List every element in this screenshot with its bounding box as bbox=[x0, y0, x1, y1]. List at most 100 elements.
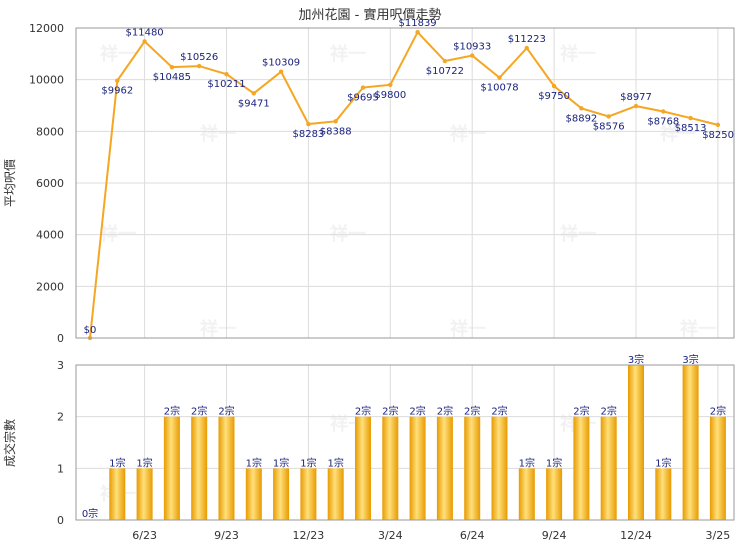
price-point bbox=[360, 85, 366, 90]
price-y-axis-label: 平均呎價 bbox=[3, 159, 17, 207]
price-point bbox=[278, 69, 284, 74]
price-point bbox=[251, 91, 256, 96]
volume-bar-label: 2宗 bbox=[191, 405, 207, 418]
volume-bar bbox=[436, 416, 453, 520]
watermark-text: 祥一 bbox=[560, 43, 596, 65]
price-point bbox=[415, 29, 420, 35]
volume-bar-label: 2宗 bbox=[437, 405, 453, 418]
x-tick-label: 9/24 bbox=[542, 529, 567, 542]
volume-bar-label: 1宗 bbox=[273, 456, 289, 469]
price-y-tick-label: 8000 bbox=[36, 125, 64, 138]
watermark-text: 祥一 bbox=[100, 43, 136, 65]
x-tick-label: 3/25 bbox=[706, 529, 731, 542]
volume-bar bbox=[491, 416, 508, 520]
price-point-label: $9962 bbox=[101, 86, 133, 97]
volume-bar bbox=[163, 416, 180, 520]
volume-bar-label: 0宗 bbox=[82, 507, 98, 520]
volume-bar bbox=[245, 468, 262, 520]
volume-y-axis-label: 成交宗數 bbox=[2, 419, 17, 467]
volume-bar bbox=[628, 365, 644, 520]
price-point bbox=[142, 39, 147, 44]
price-point bbox=[306, 121, 311, 127]
price-y-tick-label: 6000 bbox=[36, 177, 64, 190]
price-point-label: $8977 bbox=[620, 92, 652, 103]
volume-bar bbox=[655, 468, 672, 520]
price-y-tick-label: 0 bbox=[57, 332, 64, 345]
price-point-label: $10078 bbox=[480, 83, 518, 94]
volume-y-tick-label: 3 bbox=[57, 359, 64, 372]
watermark-text: 祥一 bbox=[200, 123, 236, 145]
volume-bar bbox=[546, 468, 563, 520]
volume-bar bbox=[327, 468, 344, 520]
volume-bar bbox=[273, 468, 290, 520]
volume-bars: 0宗 1宗 1宗 2宗 2宗 2宗 1宗 1宗 1宗 1宗 2宗 2宗 2宗 2宗 2宗 2宗 1宗 1宗 2宗 2宗… bbox=[82, 353, 726, 520]
watermark-text: 祥一 bbox=[100, 223, 136, 245]
volume-bar bbox=[573, 416, 590, 520]
volume-bar bbox=[682, 365, 699, 520]
price-point-label: $10211 bbox=[207, 79, 245, 90]
price-point-label: $8250 bbox=[702, 130, 734, 141]
price-point-label: $8283 bbox=[292, 129, 324, 140]
volume-bar bbox=[355, 416, 371, 520]
volume-y-tick-label: 2 bbox=[57, 411, 64, 424]
price-point bbox=[606, 114, 611, 119]
price-point-label: $11839 bbox=[399, 18, 437, 29]
price-point-label: $8892 bbox=[565, 113, 597, 124]
price-point-label: $9695 bbox=[347, 93, 379, 104]
price-point bbox=[715, 122, 721, 128]
volume-bar-label: 2宗 bbox=[382, 405, 398, 418]
watermark-text: 祥一 bbox=[450, 318, 486, 340]
volume-bar-label: 2宗 bbox=[409, 405, 425, 418]
volume-bar-label: 1宗 bbox=[655, 456, 671, 469]
price-point-label: $11480 bbox=[126, 27, 164, 38]
price-point bbox=[115, 78, 120, 83]
volume-bar bbox=[518, 468, 535, 520]
watermark-text: 祥一 bbox=[330, 223, 366, 245]
volume-panel-frame bbox=[75, 364, 735, 521]
x-tick-label: 6/23 bbox=[132, 529, 157, 542]
price-point-label: $9471 bbox=[238, 98, 270, 109]
volume-bar-label: 2宗 bbox=[464, 405, 480, 418]
price-point-label: $10722 bbox=[426, 66, 464, 77]
volume-bar-label: 2宗 bbox=[601, 405, 617, 418]
volume-bar bbox=[464, 416, 481, 520]
volume-bar-label: 2宗 bbox=[355, 405, 371, 418]
price-point bbox=[388, 82, 393, 88]
price-point bbox=[470, 53, 475, 58]
volume-bar-label: 1宗 bbox=[136, 456, 152, 469]
volume-bar bbox=[709, 416, 726, 520]
volume-bar-label: 2宗 bbox=[491, 405, 507, 418]
volume-bar bbox=[600, 416, 617, 520]
price-point bbox=[169, 64, 175, 70]
price-point-label: $11223 bbox=[508, 34, 546, 45]
price-point bbox=[333, 119, 338, 124]
price-point-label: $9750 bbox=[538, 91, 570, 102]
volume-bar-label: 2宗 bbox=[573, 405, 589, 418]
price-point bbox=[197, 63, 202, 69]
watermark-text: 祥一 bbox=[560, 223, 596, 245]
chart-title: 加州花園 - 實用呎價走勢 bbox=[299, 7, 442, 23]
price-point bbox=[442, 58, 448, 64]
volume-y-tick-label: 0 bbox=[57, 514, 64, 527]
price-point-label: $8513 bbox=[675, 123, 707, 134]
price-panel-grid: 0 2000 4000 6000 8000 10000 12000 bbox=[29, 22, 734, 345]
price-y-tick-label: 4000 bbox=[36, 229, 64, 242]
price-point-label: $10309 bbox=[262, 58, 300, 69]
x-tick-label: 12/24 bbox=[620, 529, 652, 542]
price-point-label: $0 bbox=[84, 325, 97, 336]
volume-bar-label: 1宗 bbox=[519, 456, 535, 469]
volume-bar bbox=[218, 416, 235, 520]
volume-bar-label: 1宗 bbox=[109, 456, 125, 469]
price-point bbox=[551, 83, 557, 89]
price-y-tick-label: 10000 bbox=[29, 74, 64, 87]
x-tick-label: 3/24 bbox=[378, 529, 403, 542]
price-line-series: $0 $9962 $11480 $10485 $10526 $10211 $9471 $103… bbox=[84, 18, 734, 341]
price-y-tick-label: 12000 bbox=[29, 22, 64, 35]
x-tick-label: 9/23 bbox=[214, 529, 239, 542]
x-tick-label: 6/24 bbox=[460, 529, 485, 542]
price-panel-frame bbox=[75, 27, 735, 339]
x-tick-label: 12/23 bbox=[293, 529, 325, 542]
volume-bar bbox=[109, 468, 126, 520]
price-point bbox=[661, 109, 666, 114]
